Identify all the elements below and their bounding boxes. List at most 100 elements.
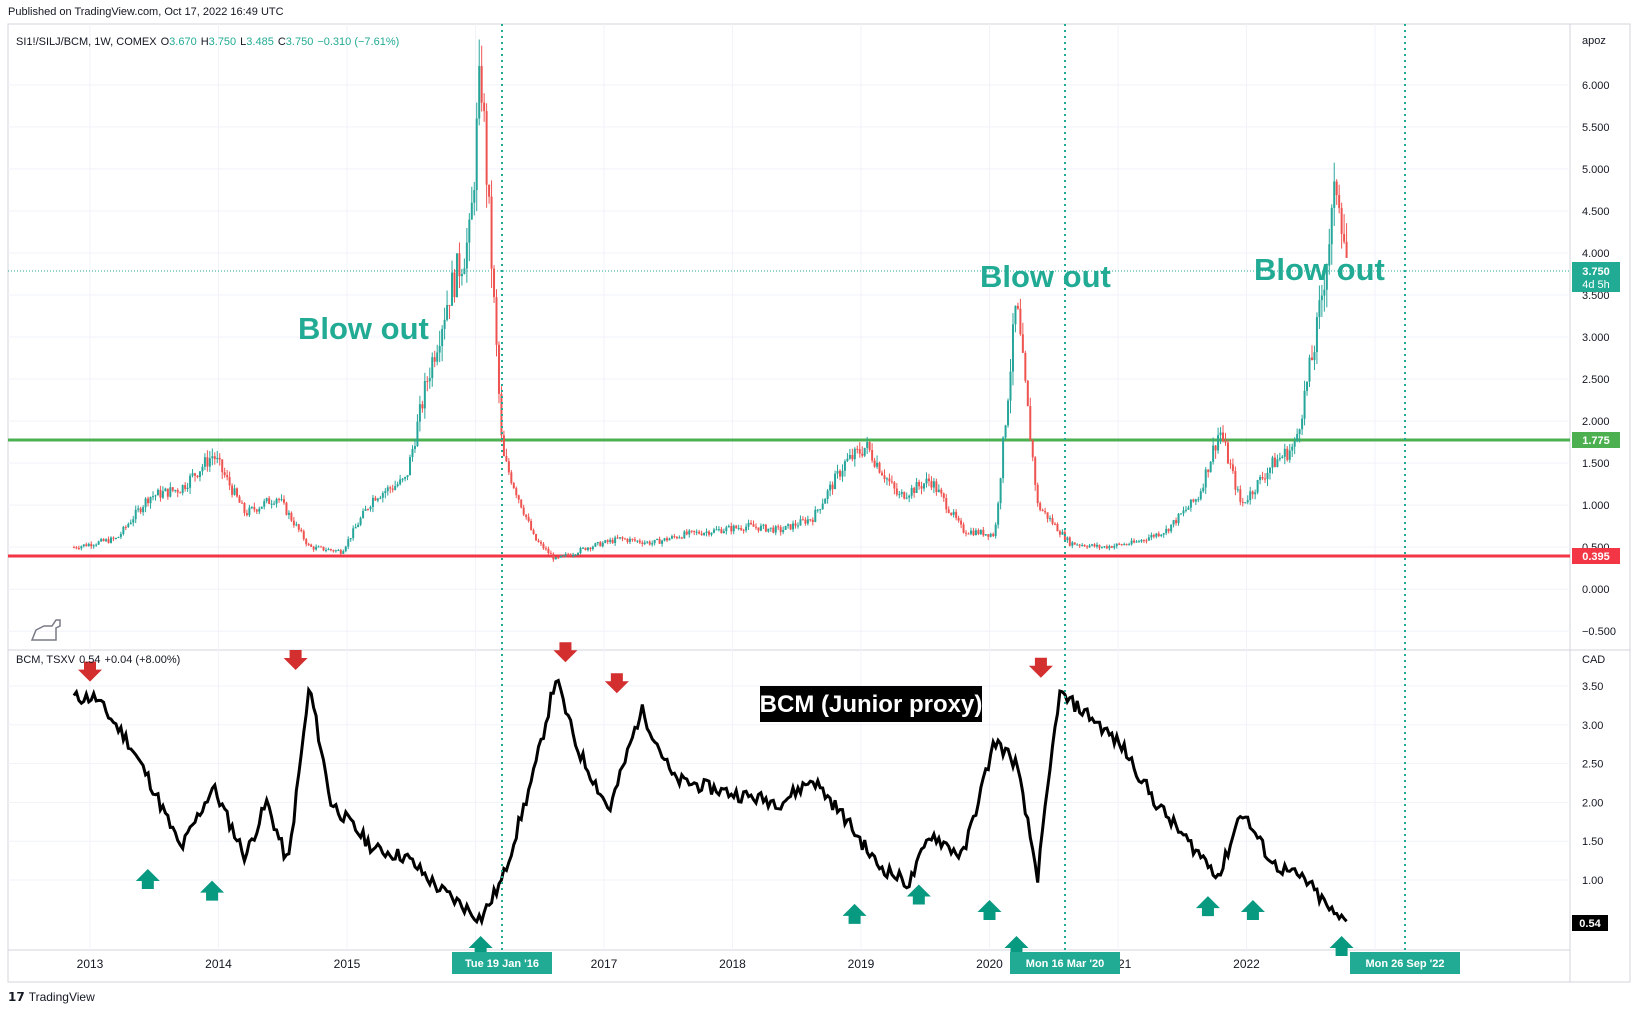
date-marker-badge-1 [452,952,552,974]
candle-body [154,495,157,497]
candle-body [747,522,750,527]
candle-body [497,344,500,394]
candle-body [1189,499,1192,508]
blow-out-label-1: Blow out [298,311,429,346]
candle-body [455,253,458,298]
candle-body [1145,540,1148,542]
candle-body [1325,265,1328,290]
candle-body [1113,545,1116,548]
dino-icon [30,619,61,641]
candle-body [488,184,491,197]
candle-body [507,461,510,473]
candle-body [848,454,851,459]
candle-body [1298,429,1301,435]
candle-body [1061,531,1064,535]
candle-body [675,536,678,539]
candle-body [82,544,85,547]
candle-body [799,519,802,526]
candle-body [826,490,829,500]
candle-body [1152,534,1155,537]
candle-body [661,540,664,544]
bcm-line-series [72,678,1348,927]
candle-body [838,470,841,477]
candle-body [228,477,231,486]
change-value: −0.310 (−7.61%) [317,36,399,48]
candle-body [1310,357,1313,361]
candle-body [1249,491,1252,501]
candle-body [1256,480,1259,493]
candle-body [772,527,775,533]
candle-body [186,487,189,489]
candle-body [1276,459,1279,468]
candle-body [401,478,404,480]
candle-body [796,525,799,527]
candle-body [1335,181,1338,196]
candle-body [1229,463,1232,465]
candle-body [97,541,100,545]
candle-body [695,531,698,533]
scale-mode[interactable]: apoz [1582,35,1606,47]
candle-body [1266,472,1269,480]
candle-body [1155,533,1158,537]
candle-body [411,448,414,458]
candle-body [198,471,201,478]
candle-body [525,514,528,518]
candle-body [1204,469,1207,488]
candle-body [745,526,748,531]
candle-body [905,497,908,499]
brand-label: TradingView [28,990,95,1004]
candle-body [463,268,466,274]
candle-body [211,456,214,459]
candle-body [994,524,997,537]
candle-body [722,531,725,534]
candle-body [567,554,570,556]
candle-body [152,496,155,498]
candle-body [910,487,913,496]
candle-body [715,529,718,531]
upper-price-axis: 6.000 5.500 5.000 4.500 4.000 3.500 3.000 2.500… [1582,80,1616,638]
candle-body [947,509,950,513]
candle-body [957,517,960,521]
candle-body [1308,357,1311,382]
candle-body [436,352,439,362]
time-axis: 2013201420152016201720182019202020212022… [77,957,1382,971]
candle-body [819,509,822,511]
candle-body [307,544,310,546]
candle-body [1236,489,1239,491]
candle-body [142,507,145,513]
candle-body [668,538,671,541]
candle-body [557,557,560,559]
time-tick-label: 2019 [848,957,875,971]
candle-body [831,484,834,490]
candle-body [609,539,612,542]
candle-body [124,526,127,528]
candle-body [730,525,733,532]
candle-body [1315,317,1318,353]
candle-body [1053,523,1056,525]
candle-body [584,547,587,551]
candle-body [626,538,629,542]
candle-body [255,509,258,512]
candle-body [273,503,276,505]
candle-body [453,272,456,298]
candle-body [693,530,696,533]
lower-tick-label: 3.50 [1582,681,1603,693]
candle-body [663,538,666,541]
candle-body [379,497,382,499]
candle-body [1147,537,1150,541]
candle-body [834,473,837,490]
candle-body [1259,477,1262,481]
candle-body [473,190,476,203]
candle-body [446,305,449,320]
candle-body [305,539,308,545]
candle-body [344,546,347,552]
candle-body [950,512,953,515]
candle-body [969,530,972,534]
candle-body [495,297,498,345]
candle-body [579,548,582,553]
tradingview-brand[interactable]: 𝟭𝟳 TradingView [8,990,95,1004]
high-value: 3.750 [209,36,237,48]
candle-body [233,488,236,495]
candle-body [208,458,211,467]
